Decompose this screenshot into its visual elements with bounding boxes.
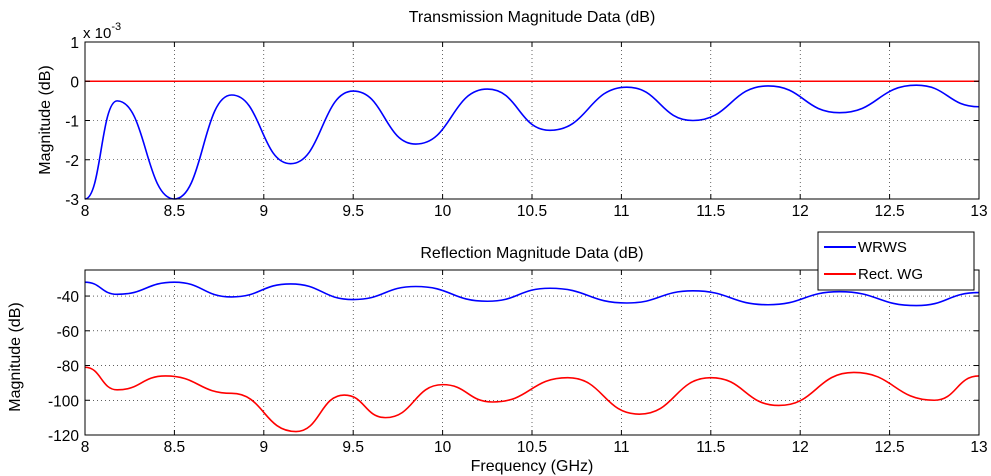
reflection-series-rect-wg: [84, 366, 980, 433]
transmission-xtick-label: 8.5: [164, 203, 186, 220]
transmission-xtick-label: 10.5: [517, 203, 547, 220]
transmission-ytick-label: 1: [70, 35, 79, 52]
legend-label-rect-wg: Rect. WG: [858, 266, 923, 283]
reflection-title: Reflection Magnitude Data (dB): [420, 245, 643, 262]
reflection-xtick-label: 10: [434, 439, 452, 456]
reflection-xtick-label: 12: [792, 439, 809, 456]
reflection-xtick-label: 11: [613, 439, 629, 456]
transmission-xtick-label: 9: [259, 203, 268, 220]
reflection-ylabel: Magnitude (dB): [7, 302, 24, 411]
transmission-ytick-label: -3: [65, 192, 79, 209]
legend-box: [817, 231, 975, 291]
transmission-xtick-label: 11.5: [696, 203, 725, 220]
reflection-ytick-label: -40: [57, 289, 80, 306]
transmission-y-multiplier: x 10-3: [83, 21, 121, 42]
reflection-ytick-label: -100: [48, 393, 79, 410]
reflection-xtick-label: 12.5: [875, 439, 905, 456]
reflection-xtick-label: 13: [970, 439, 987, 456]
reflection-xtick-label: 8.5: [164, 439, 186, 456]
reflection-xtick-label: 8: [81, 439, 90, 456]
reflection-ytick-label: -80: [57, 359, 80, 376]
reflection-plot: 8 8.5 9 9.5 10 10.5 11 11.5 12 12.5 13 -40 -60 -80 -10…: [7, 245, 988, 475]
transmission-y-exponent: -3: [111, 21, 121, 33]
reflection-xtick-label: 9: [259, 439, 268, 456]
transmission-xtick-label: 13: [970, 203, 987, 220]
transmission-title: Transmission Magnitude Data (dB): [409, 9, 656, 26]
transmission-series-wrws: [84, 84, 980, 200]
transmission-plot-area: [85, 42, 979, 199]
reflection-xtick-label: 10.5: [517, 439, 547, 456]
reflection-ytick-label: -120: [48, 428, 79, 445]
transmission-xtick-label: 9.5: [342, 203, 364, 220]
transmission-xtick-label: 10: [434, 203, 452, 220]
legend-label-wrws: WRWS: [858, 239, 907, 256]
transmission-xtick-label: 12: [792, 203, 809, 220]
transmission-xtick-label: 8: [81, 203, 90, 220]
reflection-xtick-label: 9.5: [342, 439, 364, 456]
reflection-xlabel: Frequency (GHz): [471, 458, 594, 475]
transmission-xtick-label: 12.5: [875, 203, 905, 220]
reflection-ytick-label: -60: [57, 324, 80, 341]
transmission-ytick-label: -1: [65, 114, 79, 131]
transmission-xtick-label: 11: [613, 203, 629, 220]
reflection-series-wrws: [84, 281, 980, 307]
reflection-xtick-label: 11.5: [696, 439, 725, 456]
transmission-ytick-label: -2: [65, 153, 79, 170]
legend: WRWS Rect. WG: [817, 231, 975, 291]
transmission-ytick-label: 0: [70, 74, 79, 91]
transmission-ylabel: Magnitude (dB): [37, 65, 54, 174]
